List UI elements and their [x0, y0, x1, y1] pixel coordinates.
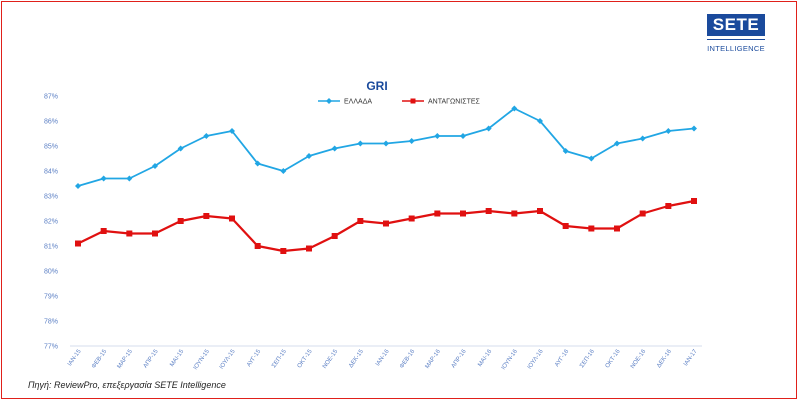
data-point — [177, 218, 184, 224]
data-point — [203, 133, 210, 139]
data-point — [408, 138, 415, 144]
data-point — [126, 175, 133, 182]
data-point — [100, 228, 107, 234]
data-point — [357, 218, 364, 224]
data-point — [588, 225, 595, 232]
data-point — [126, 230, 133, 237]
x-tick-label: ΙΑΝ-16 — [375, 348, 391, 367]
y-tick-label: 77% — [44, 344, 58, 351]
x-tick-label: ΜΑΡ-15 — [117, 348, 135, 370]
data-point — [588, 155, 595, 162]
data-point — [511, 105, 518, 112]
data-point — [331, 145, 338, 152]
data-point — [639, 210, 646, 217]
data-point — [75, 240, 81, 247]
data-point — [434, 210, 441, 217]
y-tick-label: 84% — [44, 169, 58, 176]
x-tick-label: ΙΑΝ-15 — [67, 348, 83, 367]
data-point — [460, 133, 466, 139]
data-point — [460, 210, 466, 217]
data-point — [562, 223, 569, 229]
data-point — [306, 153, 312, 159]
data-point — [614, 225, 620, 232]
data-point — [357, 140, 364, 147]
data-point — [100, 175, 107, 182]
x-tick-label: ΜΑΙ-15 — [169, 348, 185, 368]
logo-rule — [707, 39, 765, 40]
y-tick-label: 81% — [44, 244, 58, 251]
source-note: Πηγή: ReviewPro, επεξεργασία SETE Intell… — [28, 380, 226, 390]
data-point — [665, 128, 672, 134]
data-point — [614, 140, 620, 147]
data-point — [485, 125, 492, 132]
logo-main: SETE — [707, 14, 765, 36]
y-tick-label: 87% — [44, 94, 58, 101]
data-point — [152, 230, 158, 237]
x-tick-label: ΑΥΓ-16 — [554, 348, 571, 368]
data-point — [408, 215, 415, 222]
data-point — [280, 168, 287, 174]
y-tick-label: 80% — [44, 269, 58, 276]
series-line — [77, 107, 695, 187]
x-tick-label: ΜΑΡ-16 — [425, 348, 443, 370]
data-point — [280, 248, 287, 254]
x-tick-label: ΙΟΥΝ-16 — [501, 348, 520, 371]
x-tick-label: ΜΑΙ-16 — [477, 348, 493, 368]
data-point — [665, 203, 672, 209]
legend-label: ΑΝΤΑΓΩΝΙΣΤΕΣ — [428, 99, 481, 106]
data-point — [537, 208, 543, 214]
data-point — [639, 135, 646, 142]
x-tick-label: ΙΑΝ-17 — [683, 348, 699, 367]
legend-marker — [326, 98, 332, 104]
x-tick-label: ΝΟΕ-16 — [630, 348, 648, 370]
data-point — [203, 213, 210, 219]
data-point — [383, 140, 389, 147]
x-tick-label: ΙΟΥΛ-15 — [219, 348, 237, 370]
x-tick-label: ΟΚΤ-15 — [297, 348, 314, 369]
data-point — [691, 198, 697, 204]
logo-sub: INTELLIGENCE — [707, 44, 765, 53]
y-tick-label: 86% — [44, 119, 58, 126]
x-tick-label: ΦΕΒ-15 — [91, 348, 109, 370]
y-tick-label: 82% — [44, 219, 58, 226]
x-tick-label: ΣΕΠ-16 — [579, 348, 596, 369]
legend-label: ΕΛΛΑΔΑ — [344, 99, 372, 106]
legend-marker — [410, 98, 416, 104]
x-tick-label: ΑΠΡ-16 — [451, 348, 468, 369]
x-tick-label: ΝΟΕ-15 — [322, 348, 340, 370]
data-point — [511, 210, 518, 217]
y-tick-label: 79% — [44, 294, 58, 301]
data-point — [434, 133, 441, 139]
x-tick-label: ΔΕΚ-15 — [348, 348, 365, 369]
data-point — [254, 243, 261, 249]
data-point — [254, 160, 261, 167]
sete-logo: SETE INTELLIGENCE — [707, 14, 765, 53]
x-tick-label: ΟΚΤ-16 — [605, 348, 622, 369]
x-tick-label: ΑΠΡ-15 — [143, 348, 160, 369]
x-tick-label: ΙΟΥΛ-16 — [527, 348, 545, 370]
data-point — [485, 208, 492, 214]
data-point — [177, 145, 184, 152]
data-point — [562, 148, 569, 154]
data-point — [75, 183, 81, 189]
data-point — [331, 233, 338, 239]
y-tick-label: 85% — [44, 144, 58, 151]
x-tick-label: ΑΥΓ-15 — [246, 348, 263, 368]
data-point — [537, 118, 543, 124]
x-tick-label: ΦΕΒ-16 — [399, 348, 417, 370]
data-point — [306, 245, 312, 252]
x-tick-label: ΣΕΠ-15 — [271, 348, 288, 369]
data-point — [691, 125, 697, 132]
y-tick-label: 83% — [44, 194, 58, 201]
data-point — [229, 215, 235, 222]
data-point — [152, 163, 158, 169]
y-tick-label: 78% — [44, 319, 58, 326]
chart-title: GRI — [366, 79, 387, 93]
x-tick-label: ΙΟΥΝ-15 — [193, 348, 212, 371]
data-point — [229, 128, 235, 134]
x-tick-label: ΔΕΚ-16 — [656, 348, 673, 369]
data-point — [383, 220, 389, 227]
